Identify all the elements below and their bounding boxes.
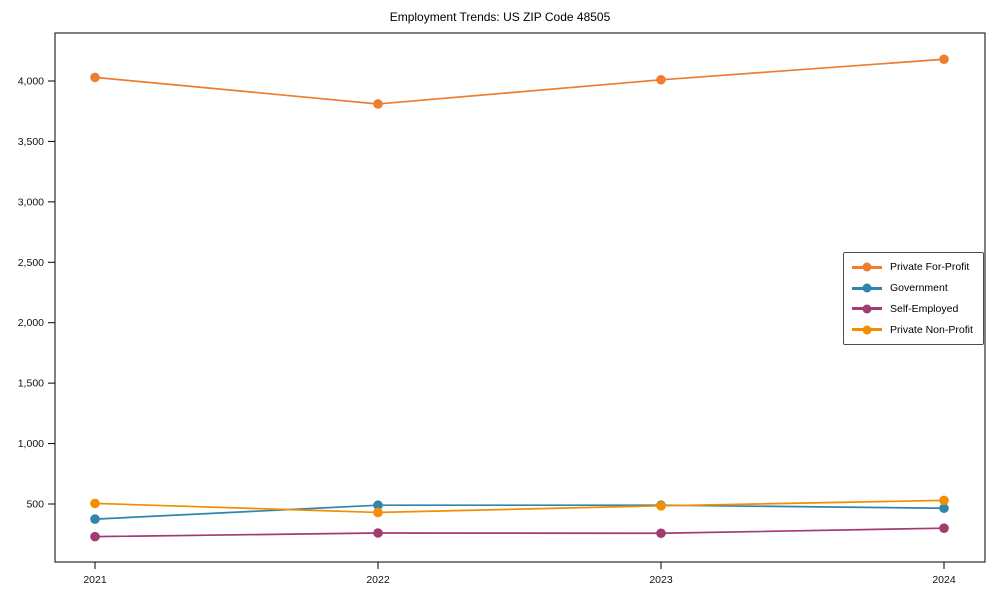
data-point [373, 507, 383, 518]
data-point [373, 500, 383, 511]
data-point [939, 503, 949, 514]
data-point [90, 72, 100, 83]
legend-line-marker-icon [852, 262, 882, 272]
legend-item: Private Non-Profit [852, 320, 975, 340]
legend-item: Private For-Profit [852, 257, 975, 277]
y-axis-tick-label: 1,500 [18, 378, 44, 390]
legend-line-marker-icon [852, 325, 882, 335]
y-axis-tick-label: 3,000 [18, 196, 44, 208]
series-line-private-for-profit [94, 58, 945, 105]
legend-label: Government [890, 282, 948, 295]
legend-label: Private For-Profit [890, 261, 970, 274]
x-axis-tick-label: 2023 [649, 574, 673, 586]
data-point [90, 514, 100, 524]
legend-dot-icon [862, 262, 872, 272]
y-axis-tick-label: 3,500 [18, 136, 44, 148]
series-line-government [94, 504, 945, 520]
data-point [90, 531, 100, 542]
legend-item: Self-Employed [852, 299, 975, 319]
x-axis-tick-label: 2024 [932, 574, 956, 586]
x-axis-tick-label: 2022 [366, 574, 390, 586]
legend-line-marker-icon [852, 304, 882, 314]
legend-dot-icon [862, 325, 872, 335]
y-axis-tick-label: 1,000 [18, 438, 44, 450]
legend-dot-icon [862, 304, 872, 314]
data-point [373, 528, 383, 538]
y-axis-tick-label: 2,500 [18, 257, 44, 269]
data-point [656, 74, 666, 85]
legend: Private For-Profit Government Self-Employe… [843, 252, 984, 345]
data-point [939, 523, 949, 533]
data-point [90, 498, 100, 509]
data-point [939, 54, 949, 65]
plot-frame [54, 32, 986, 563]
legend-line-marker-icon [852, 283, 882, 293]
legend-item: Government [852, 278, 975, 298]
legend-label: Self-Employed [890, 302, 959, 315]
data-point [656, 501, 666, 511]
y-axis-tick-label: 4,000 [18, 76, 44, 88]
data-point [656, 528, 666, 539]
legend-dot-icon [862, 283, 872, 293]
legend-label: Private Non-Profit [890, 323, 973, 336]
x-axis-tick-label: 2021 [83, 574, 107, 586]
y-axis-tick-label: 2,000 [18, 317, 44, 329]
data-point [373, 99, 383, 109]
series-line-self-employed [94, 527, 945, 538]
chart-title: Employment Trends: US ZIP Code 48505 [389, 10, 611, 24]
y-axis-tick-label: 500 [26, 499, 44, 511]
series-line-private-non-profit [94, 499, 945, 514]
data-point [939, 495, 949, 506]
